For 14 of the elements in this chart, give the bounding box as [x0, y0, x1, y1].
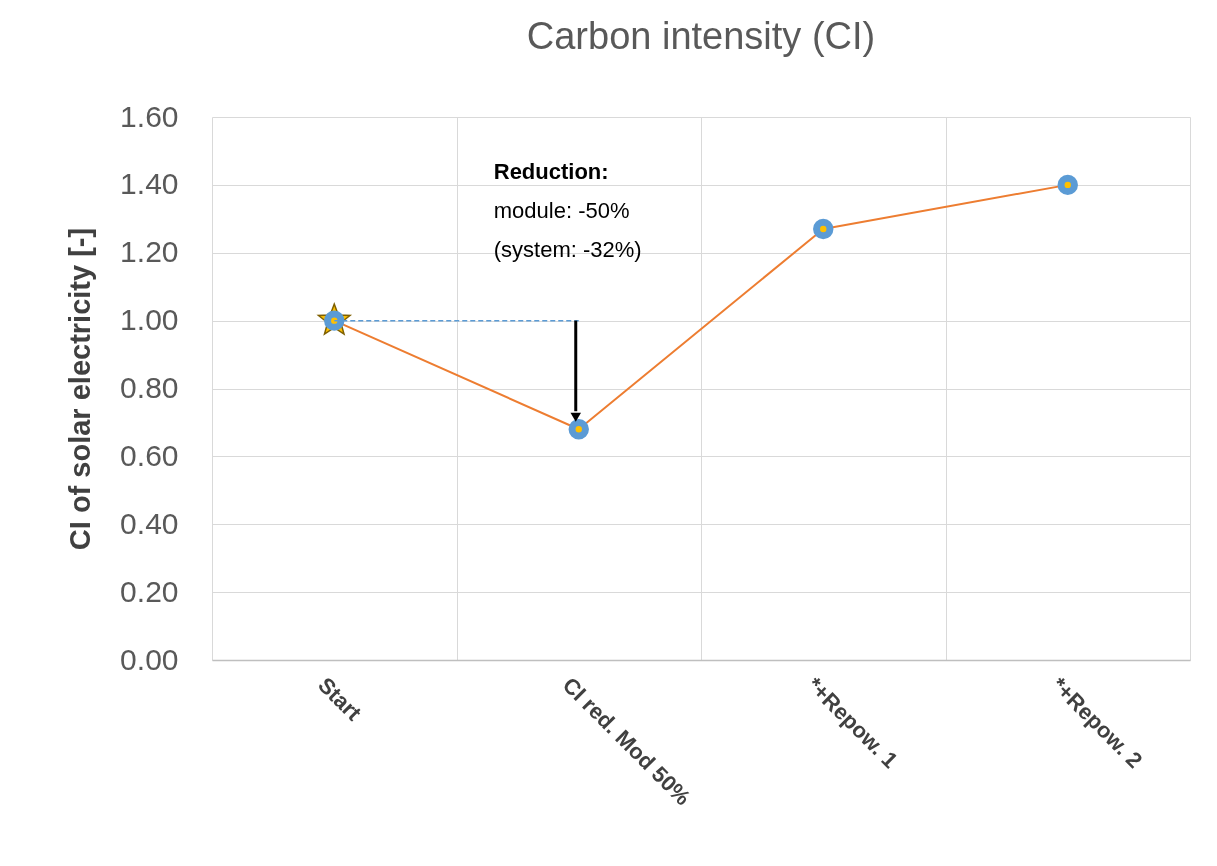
y-tick-label: 0.80 — [120, 371, 179, 404]
y-axis-title: CI of solar electricity [-] — [64, 227, 97, 551]
annotation: module: -50% — [493, 198, 630, 223]
y-tick-label: 1.20 — [120, 235, 179, 269]
y-tick-label: 1.00 — [120, 303, 179, 337]
y-tick-label: 0.00 — [120, 642, 179, 676]
y-tick-label: 0.60 — [120, 438, 179, 472]
y-tick-label: 1.60 — [120, 99, 179, 133]
annotation: Reduction: — [493, 159, 609, 184]
y-tick-label: 1.40 — [120, 167, 179, 201]
chart-title: Carbon intensity (CI) — [526, 15, 876, 57]
y-tick-label: 0.20 — [120, 574, 179, 608]
annotation: (system: -32%) — [493, 237, 642, 262]
y-tick-label: 0.40 — [120, 506, 179, 540]
